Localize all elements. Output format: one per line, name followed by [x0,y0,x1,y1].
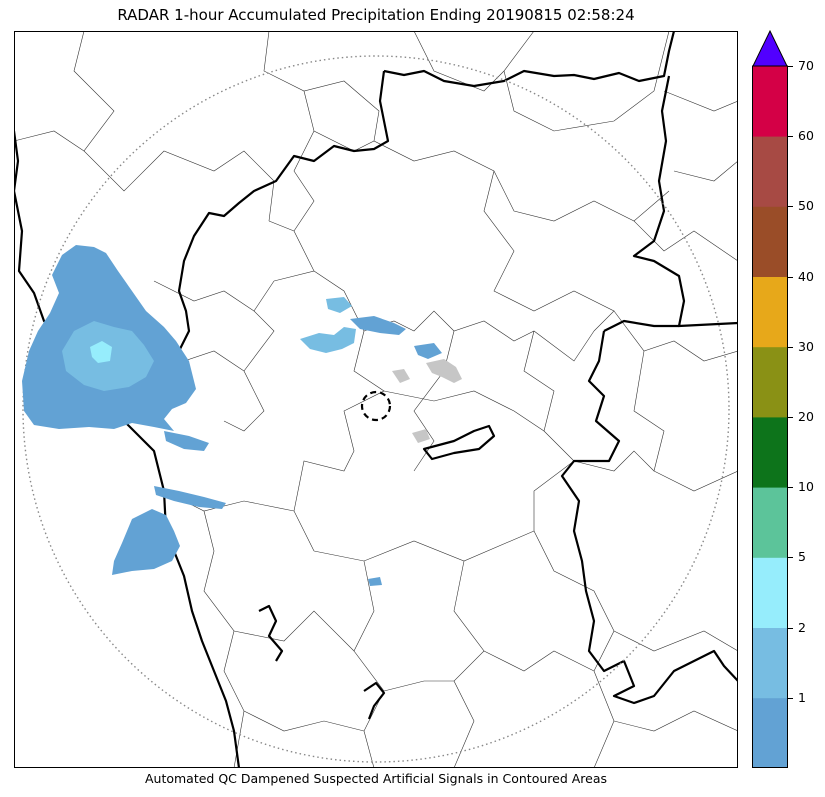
map-title: RADAR 1-hour Accumulated Precipitation E… [117,6,635,24]
echo-west-tail [164,431,209,451]
colorbar-extend-arrow [752,29,788,67]
echo-central-b [326,297,352,313]
colorbar-tick-label: 30 [798,338,814,354]
colorbar-tick-label: 40 [798,268,814,284]
echo-qc-gray [426,359,462,383]
colorbar-tick-label: 5 [798,549,806,565]
radar-map [14,31,738,768]
colorbar-bin [752,557,788,628]
colorbar-bin [752,627,788,699]
colorbar-bin [752,136,788,207]
colorbar-bin [752,206,788,277]
colorbar-tick-label: 2 [798,619,806,635]
qc-footnote: Automated QC Dampened Suspected Artifici… [144,771,608,786]
echo-south-fleck [368,577,382,586]
colorbar-tick [788,557,793,559]
echo-central-c [350,316,406,335]
colorbar-tick [788,627,793,629]
colorbar-bin [752,417,788,488]
echo-central-d [414,343,442,359]
echo-mid-strip [154,486,226,509]
colorbar-bin [752,697,788,769]
colorbar-tick [788,66,793,67]
echo-qc-gray-2 [392,369,410,383]
colorbar-svg [752,29,788,769]
colorbar-tick-label: 20 [798,409,814,424]
colorbar-tick [788,487,793,489]
colorbar-tick-label: 70 [798,58,814,73]
echo-southwest [112,509,180,575]
precipitation-echoes [22,245,462,586]
colorbar-tick [788,346,793,348]
colorbar-tick [788,276,793,278]
colorbar [752,29,788,769]
colorbar-tick-label: 50 [798,198,814,214]
colorbar-tick-label: 60 [798,128,814,144]
colorbar-bin [752,487,788,558]
colorbar-bin [752,66,788,137]
echo-qc-gray-3 [412,429,430,443]
colorbar-tick [788,697,793,699]
colorbar-tick [788,206,793,208]
colorbar-tick-label: 1 [798,689,806,705]
radar-map-canvas [14,31,738,768]
colorbar-tick-label: 10 [798,479,814,495]
radar-site-marker [360,390,392,422]
echo-west-peak [90,341,112,363]
colorbar-tick [788,136,793,138]
echo-central-a [300,327,356,353]
colorbar-bins [752,66,788,769]
colorbar-bin [752,276,788,348]
colorbar-bin [752,346,788,418]
colorbar-tick [788,417,793,418]
range-ring [22,55,730,763]
